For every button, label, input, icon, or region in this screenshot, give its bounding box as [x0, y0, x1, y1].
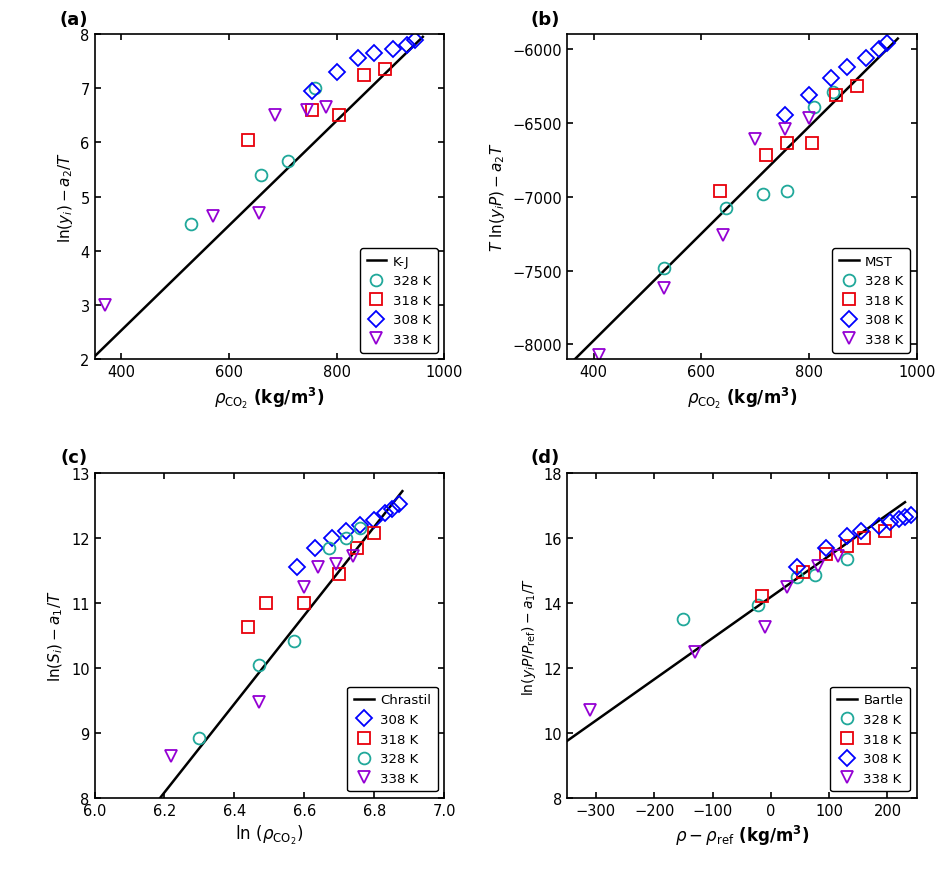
X-axis label: $\mathrm{ln}\ (\rho_{\mathrm{CO_2}})$: $\mathrm{ln}\ (\rho_{\mathrm{CO_2}})$: [235, 824, 303, 846]
Y-axis label: $T\ \mathrm{ln}(y_iP) - a_2T$: $T\ \mathrm{ln}(y_iP) - a_2T$: [487, 143, 506, 252]
Legend: Chrastil, 308 K, 318 K, 328 K, 338 K: Chrastil, 308 K, 318 K, 328 K, 338 K: [346, 687, 437, 791]
Text: (a): (a): [59, 11, 88, 29]
Y-axis label: $\mathrm{ln}(S_i) - a_1/T$: $\mathrm{ln}(S_i) - a_1/T$: [47, 590, 65, 681]
Legend: MST, 328 K, 318 K, 308 K, 338 K: MST, 328 K, 318 K, 308 K, 338 K: [832, 249, 909, 353]
X-axis label: $\rho_{\mathrm{CO_2}}\ \mathbf{(kg/m^3)}$: $\rho_{\mathrm{CO_2}}\ \mathbf{(kg/m^3)}…: [686, 385, 796, 410]
Y-axis label: $\mathrm{ln}(y_iP/P_{\mathrm{ref}}) - a_1/T$: $\mathrm{ln}(y_iP/P_{\mathrm{ref}}) - a_…: [519, 577, 537, 695]
X-axis label: $\rho - \rho_{\mathrm{ref}}\ \mathbf{(kg/m^3)}$: $\rho - \rho_{\mathrm{ref}}\ \mathbf{(kg…: [674, 824, 808, 847]
Text: (b): (b): [530, 11, 559, 29]
X-axis label: $\rho_{\mathrm{CO_2}}\ \mathbf{(kg/m^3)}$: $\rho_{\mathrm{CO_2}}\ \mathbf{(kg/m^3)}…: [214, 385, 324, 410]
Legend: Bartle, 328 K, 318 K, 308 K, 338 K: Bartle, 328 K, 318 K, 308 K, 338 K: [830, 687, 909, 791]
Y-axis label: $\mathrm{ln}(y_i) - a_2/T$: $\mathrm{ln}(y_i) - a_2/T$: [56, 152, 75, 243]
Text: (d): (d): [530, 449, 559, 467]
Text: (c): (c): [60, 449, 88, 467]
Legend: K-J, 328 K, 318 K, 308 K, 338 K: K-J, 328 K, 318 K, 308 K, 338 K: [360, 249, 437, 353]
